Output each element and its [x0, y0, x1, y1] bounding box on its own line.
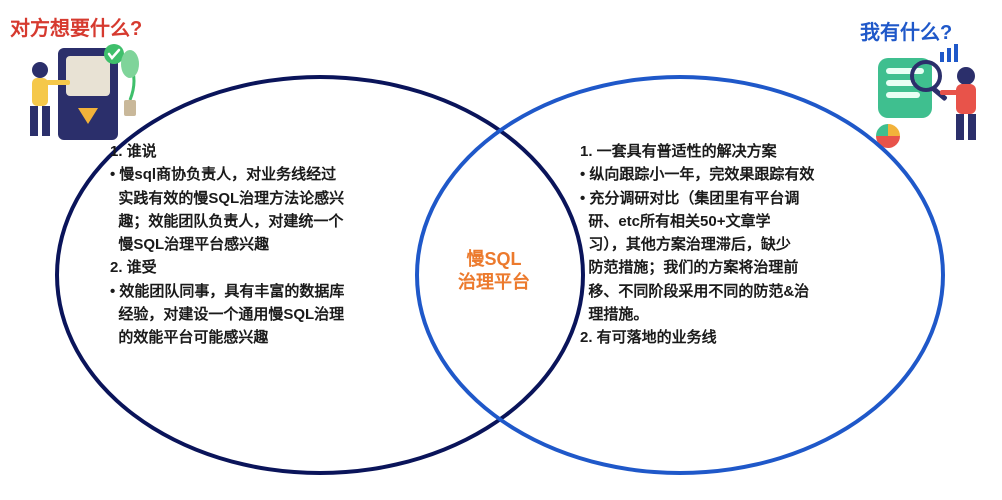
- venn-right-text: 1. 一套具有普适性的解决方案• 纵向跟踪小一年，完效果跟踪有效• 充分调研对比…: [580, 140, 920, 349]
- text-line: 理措施。: [580, 303, 920, 326]
- text-line: 1. 一套具有普适性的解决方案: [580, 140, 920, 163]
- text-line: 2. 有可落地的业务线: [580, 326, 920, 349]
- center-line2: 治理平台: [458, 271, 530, 294]
- text-line: 移、不同阶段采用不同的防范&治: [580, 280, 920, 303]
- center-line1: 慢SQL: [458, 248, 530, 271]
- venn-left-text: 1. 谁说• 慢sql商协负责人，对业务线经过 实践有效的慢SQL治理方法论感兴…: [110, 140, 420, 349]
- text-line: • 效能团队同事，具有丰富的数据库: [110, 280, 420, 303]
- text-line: 经验，对建设一个通用慢SQL治理: [110, 303, 420, 326]
- text-line: 1. 谁说: [110, 140, 420, 163]
- text-line: 的效能平台可能感兴趣: [110, 326, 420, 349]
- text-line: 趣；效能团队负责人，对建统一个: [110, 210, 420, 233]
- title-left: 对方想要什么?: [10, 12, 142, 41]
- text-line: 2. 谁受: [110, 256, 420, 279]
- illustration-right: [870, 40, 990, 150]
- text-line: 研、etc所有相关50+文章学: [580, 210, 920, 233]
- text-line: • 慢sql商协负责人，对业务线经过: [110, 163, 420, 186]
- text-line: • 充分调研对比（集团里有平台调: [580, 187, 920, 210]
- text-line: 防范措施；我们的方案将治理前: [580, 256, 920, 279]
- text-line: • 纵向跟踪小一年，完效果跟踪有效: [580, 163, 920, 186]
- text-line: 习），其他方案治理滞后，缺少: [580, 233, 920, 256]
- text-line: 慢SQL治理平台感兴趣: [110, 233, 420, 256]
- title-right: 我有什么?: [860, 16, 952, 45]
- venn-stage: 对方想要什么? 我有什么? 慢SQL 治理平台 1. 谁说• 慢sql商协负责人…: [0, 0, 1002, 500]
- text-line: 实践有效的慢SQL治理方法论感兴: [110, 187, 420, 210]
- venn-center-label: 慢SQL 治理平台: [458, 248, 530, 295]
